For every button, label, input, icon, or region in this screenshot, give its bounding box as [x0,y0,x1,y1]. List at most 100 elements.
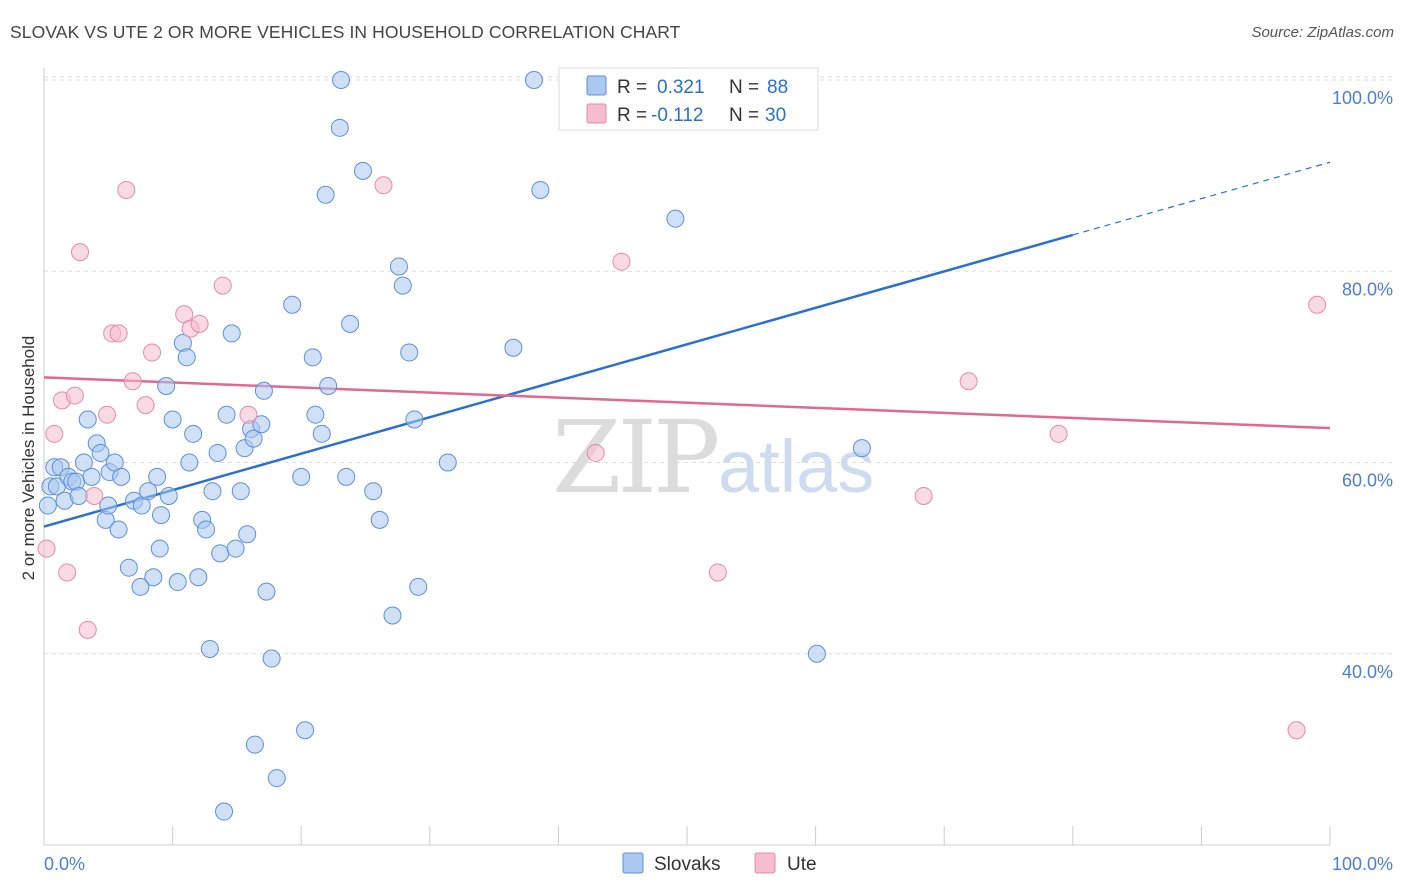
legend-swatch-bottom-ute[interactable] [754,852,776,874]
point-slovaks-58[interactable] [296,721,315,740]
point-ute-23[interactable] [708,563,727,582]
point-slovaks-71[interactable] [389,257,408,276]
point-slovaks-53[interactable] [257,582,276,601]
point-slovaks-28[interactable] [159,486,178,505]
point-ute-10[interactable] [109,324,128,343]
point-slovaks-50[interactable] [245,735,264,754]
point-slovaks-78[interactable] [524,71,543,89]
point-ute-5[interactable] [71,243,90,262]
point-ute-26[interactable] [1049,424,1068,443]
point-slovaks-9[interactable] [69,486,88,505]
point-slovaks-87[interactable] [99,496,118,515]
point-ute-12[interactable] [123,372,142,391]
point-slovaks-85[interactable] [131,577,150,596]
point-ute-22[interactable] [612,252,631,271]
point-ute-7[interactable] [85,486,104,505]
point-slovaks-40[interactable] [208,443,227,462]
point-slovaks-41[interactable] [211,544,230,563]
point-slovaks-81[interactable] [807,644,826,663]
point-slovaks-51[interactable] [252,415,271,434]
point-slovaks-32[interactable] [177,348,196,367]
point-slovaks-75[interactable] [409,577,428,596]
point-slovaks-84[interactable] [215,802,234,821]
point-ute-3[interactable] [58,563,77,582]
point-slovaks-45[interactable] [231,482,250,501]
point-slovaks-64[interactable] [332,71,351,89]
point-slovaks-69[interactable] [370,510,389,529]
point-slovaks-54[interactable] [262,649,281,668]
point-slovaks-18[interactable] [109,520,128,539]
point-slovaks-49[interactable] [244,429,263,448]
point-slovaks-57[interactable] [292,467,311,486]
point-slovaks-25[interactable] [148,467,167,486]
point-slovaks-74[interactable] [405,410,424,429]
point-slovaks-83[interactable] [330,118,349,137]
point-slovaks-33[interactable] [180,453,199,472]
legend-label-ute[interactable]: Ute [787,854,817,875]
point-slovaks-38[interactable] [200,639,219,658]
point-slovaks-43[interactable] [222,324,241,343]
point-ute-6[interactable] [78,620,97,639]
point-ute-14[interactable] [143,343,162,362]
point-slovaks-63[interactable] [319,377,338,395]
point-slovaks-65[interactable] [337,467,356,486]
point-slovaks-77[interactable] [504,338,523,357]
point-ute-1[interactable] [45,424,64,443]
legend-label-slovaks[interactable]: Slovaks [654,854,721,875]
point-slovaks-26[interactable] [152,506,171,525]
point-slovaks-20[interactable] [119,558,138,577]
point-slovaks-30[interactable] [168,573,187,592]
point-slovaks-37[interactable] [197,520,216,539]
point-slovaks-82[interactable] [852,439,871,458]
point-slovaks-56[interactable] [283,295,302,314]
point-slovaks-12[interactable] [82,467,101,486]
point-slovaks-67[interactable] [353,161,372,180]
point-ute-4[interactable] [65,386,84,405]
point-slovaks-66[interactable] [341,314,360,333]
point-slovaks-73[interactable] [400,343,419,362]
point-slovaks-24[interactable] [144,568,163,587]
point-slovaks-76[interactable] [438,453,457,472]
point-ute-25[interactable] [959,372,978,391]
point-slovaks-34[interactable] [184,424,203,443]
point-ute-0[interactable] [37,539,56,558]
y-tick-label-40: 40.0% [1342,662,1393,682]
point-ute-8[interactable] [98,405,117,424]
point-slovaks-68[interactable] [364,482,383,501]
point-slovaks-29[interactable] [163,410,182,429]
point-slovaks-35[interactable] [189,568,208,587]
point-ute-20[interactable] [374,176,393,195]
point-ute-11[interactable] [117,180,136,199]
point-slovaks-86[interactable] [150,539,169,558]
point-slovaks-72[interactable] [393,276,412,295]
point-slovaks-39[interactable] [203,482,222,501]
point-ute-17[interactable] [190,314,209,333]
point-slovaks-42[interactable] [217,405,236,424]
point-slovaks-80[interactable] [666,209,685,228]
point-slovaks-10[interactable] [74,453,93,472]
point-slovaks-59[interactable] [303,348,322,367]
point-slovaks-62[interactable] [316,185,335,204]
point-ute-21[interactable] [586,443,605,462]
point-slovaks-23[interactable] [139,482,158,501]
point-ute-27[interactable] [1287,721,1306,740]
point-slovaks-70[interactable] [383,606,402,625]
point-slovaks-79[interactable] [531,180,550,199]
point-ute-18[interactable] [213,276,232,295]
point-ute-19[interactable] [239,405,258,424]
point-slovaks-44[interactable] [226,539,245,558]
point-slovaks-0[interactable] [38,496,57,515]
point-slovaks-19[interactable] [112,467,131,486]
point-slovaks-61[interactable] [312,424,331,443]
point-slovaks-60[interactable] [306,405,325,424]
point-slovaks-52[interactable] [254,381,273,400]
point-slovaks-47[interactable] [238,525,257,544]
point-ute-24[interactable] [914,486,933,505]
point-slovaks-27[interactable] [157,377,176,395]
point-ute-28[interactable] [1308,295,1327,314]
point-ute-13[interactable] [136,396,155,415]
point-slovaks-14[interactable] [91,443,110,462]
point-slovaks-11[interactable] [78,410,97,429]
point-slovaks-55[interactable] [267,769,286,788]
legend-swatch-bottom-slovaks[interactable] [622,852,644,874]
